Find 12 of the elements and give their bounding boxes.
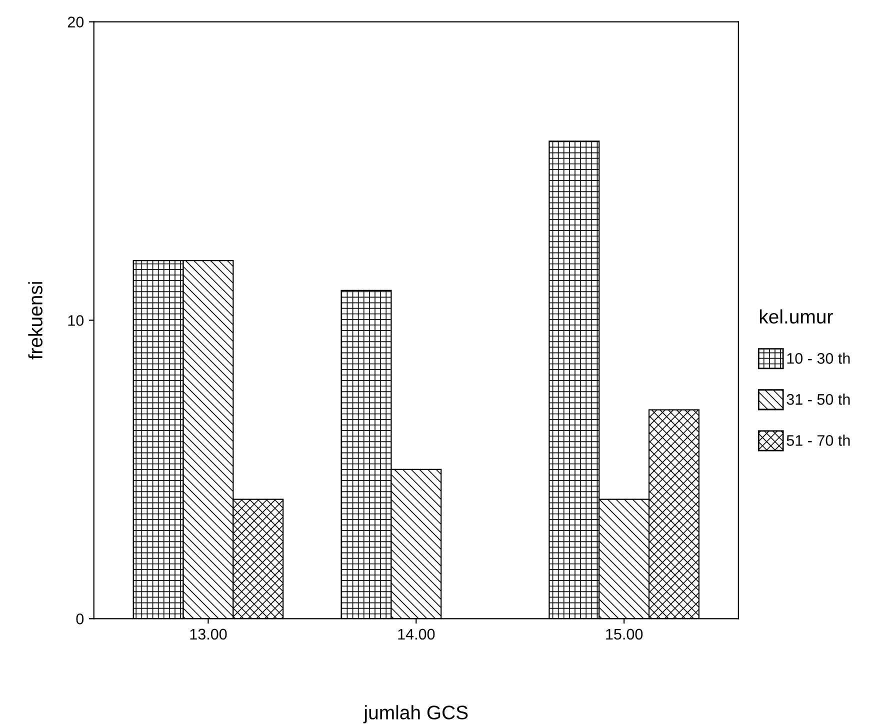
y-tick-label: 10 [68, 315, 84, 326]
legend-label: 51 - 70 th [786, 434, 850, 446]
x-tick-label: 13.00 [190, 628, 227, 640]
legend-label: 10 - 30 th [787, 352, 850, 364]
x-axis-title: jumlah GCS [363, 705, 468, 724]
x-tick-label: 14.00 [398, 628, 435, 640]
legend-label: 31 - 50 th [786, 394, 850, 405]
y-tick-label: 0 [76, 614, 84, 624]
y-tick-label: 20 [68, 16, 84, 28]
legend-title: kel.umur [760, 309, 833, 324]
x-tick-label: 15.00 [606, 628, 643, 640]
y-axis-title: frekuensi [28, 282, 42, 360]
